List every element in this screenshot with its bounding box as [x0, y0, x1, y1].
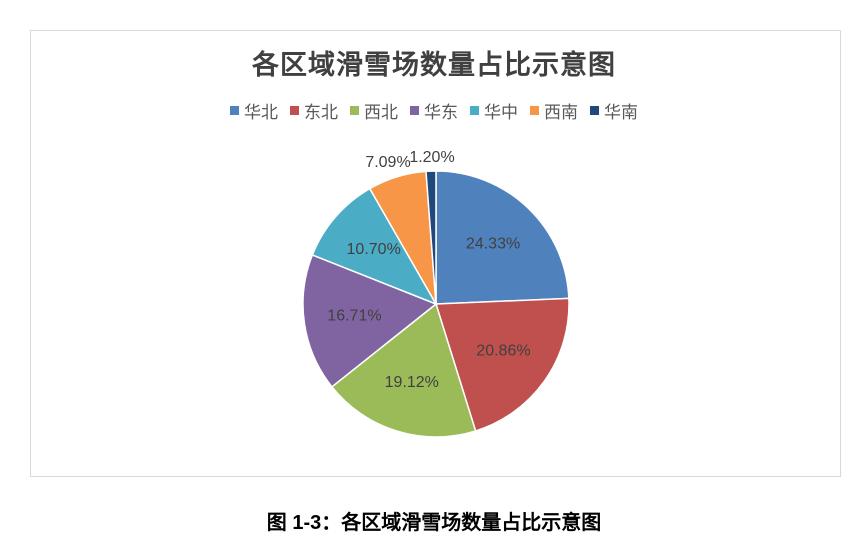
legend-label: 东北 — [304, 103, 338, 122]
legend-swatch — [350, 106, 359, 115]
legend-swatch — [530, 106, 539, 115]
legend-swatch — [470, 106, 479, 115]
legend-item: 华南 — [590, 98, 638, 123]
legend-item: 华东 — [410, 98, 458, 123]
legend-label: 西南 — [544, 103, 578, 122]
data-label: 16.71% — [327, 307, 381, 324]
legend-label: 华东 — [424, 103, 458, 122]
pie-slice-东北 — [434, 297, 570, 432]
legend: 华北 东北 西北 华东 华中 西南 华南 — [0, 98, 868, 123]
data-label: 20.86% — [476, 343, 530, 360]
pie-slice-华北 — [435, 170, 570, 305]
chart-title: 各区域滑雪场数量占比示意图 — [252, 50, 616, 80]
figure-caption: 图 1-3：各区域滑雪场数量占比示意图 — [266, 512, 602, 534]
legend-item: 西北 — [350, 98, 398, 123]
legend-swatch — [290, 106, 299, 115]
legend-swatch — [230, 106, 239, 115]
pie-slice-华中 — [311, 187, 438, 306]
legend-item: 华中 — [470, 98, 518, 123]
data-label: 7.09% — [365, 154, 410, 171]
legend-item: 东北 — [290, 98, 338, 123]
legend-swatch — [410, 106, 419, 115]
legend-label: 西北 — [364, 103, 398, 122]
data-label: 1.20% — [409, 149, 454, 166]
data-label: 10.70% — [347, 241, 401, 258]
pie-slice-华东 — [302, 253, 438, 388]
legend-item: 华北 — [230, 98, 278, 123]
pie-slice-西北 — [330, 302, 477, 438]
legend-item: 西南 — [530, 98, 578, 123]
legend-label: 华南 — [604, 103, 638, 122]
legend-label: 华北 — [244, 103, 278, 122]
data-label: 19.12% — [385, 374, 439, 391]
legend-label: 华中 — [484, 103, 518, 122]
data-label: 24.33% — [466, 236, 520, 253]
legend-swatch — [590, 106, 599, 115]
chart-area — [30, 30, 841, 477]
pie-slice-华南 — [425, 170, 437, 305]
